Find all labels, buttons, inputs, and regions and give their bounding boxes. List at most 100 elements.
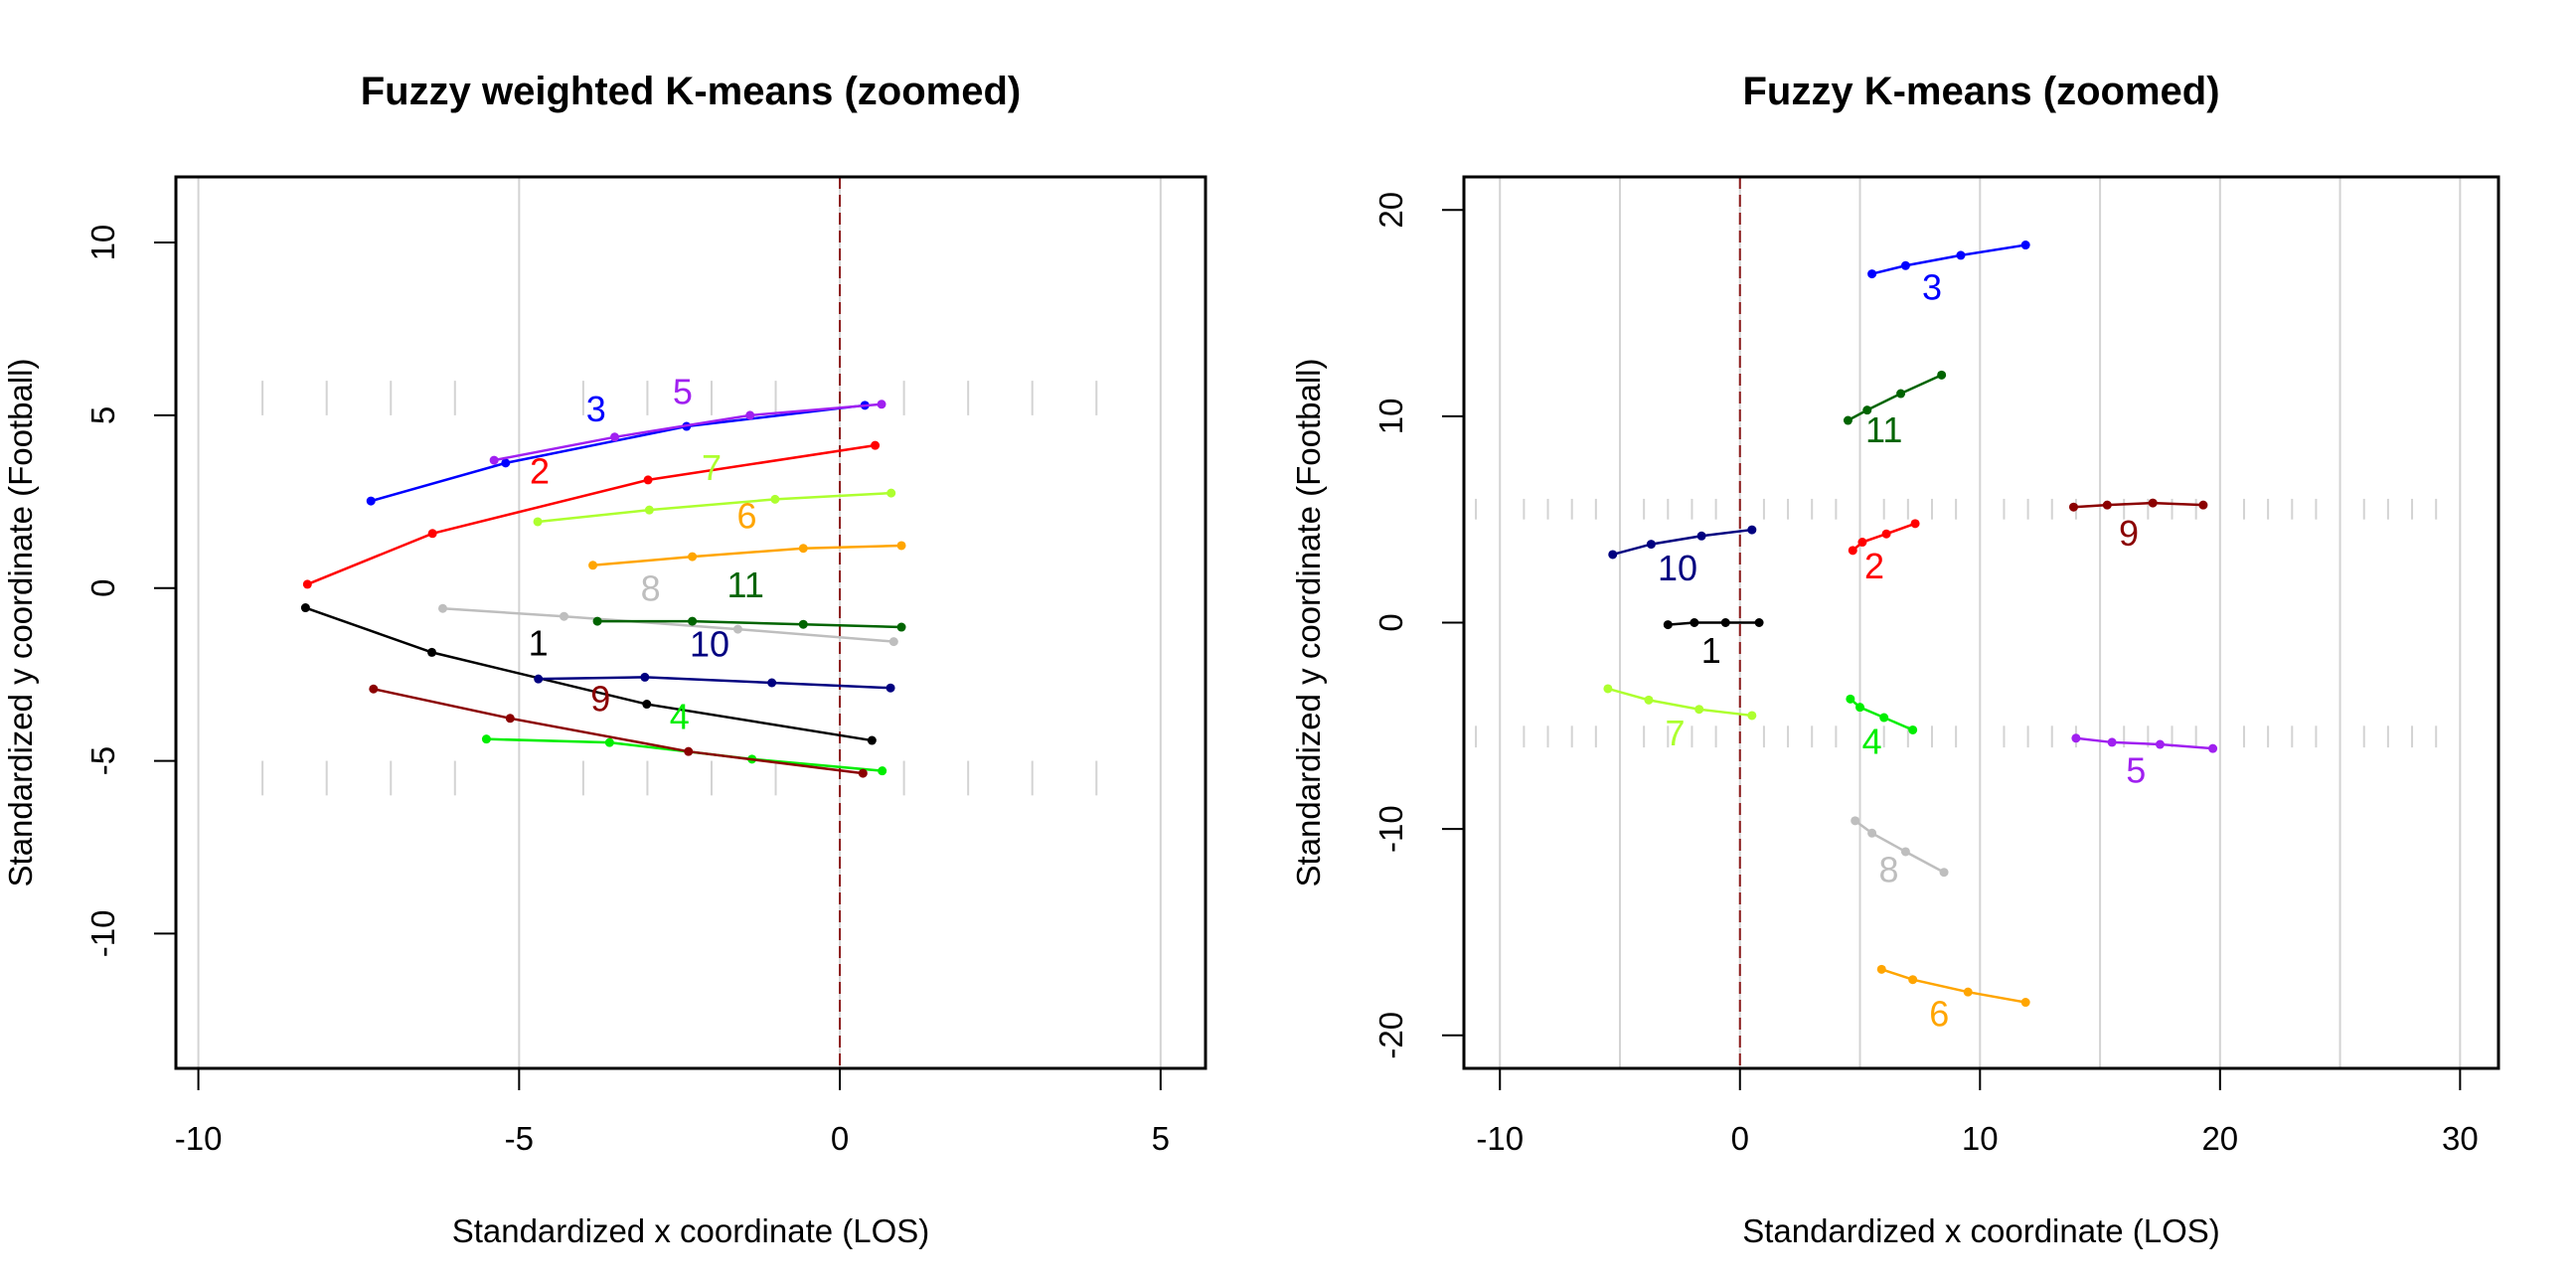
series-line bbox=[1850, 698, 1914, 731]
data-point bbox=[2148, 498, 2158, 508]
cluster-label: 7 bbox=[702, 447, 722, 488]
series-line bbox=[2075, 736, 2213, 750]
y-tick-label: 0 bbox=[84, 579, 121, 597]
data-point bbox=[560, 611, 569, 621]
data-point bbox=[592, 616, 602, 626]
data-point bbox=[1720, 618, 1730, 627]
data-point bbox=[1646, 540, 1656, 550]
chart-title: Fuzzy K-means (zoomed) bbox=[1742, 70, 2219, 113]
cluster-label: 1 bbox=[529, 622, 549, 663]
series-2: 2 bbox=[302, 440, 881, 589]
series-5: 5 bbox=[2071, 733, 2218, 791]
series-line bbox=[370, 403, 866, 503]
data-point bbox=[886, 488, 896, 498]
series-line bbox=[306, 443, 876, 586]
series-10: 10 bbox=[534, 623, 895, 693]
series-line bbox=[1847, 374, 1943, 422]
data-point bbox=[871, 440, 881, 450]
cluster-label: 8 bbox=[1878, 849, 1898, 889]
data-point bbox=[732, 624, 742, 634]
series-5: 5 bbox=[489, 372, 886, 465]
series-line bbox=[538, 676, 891, 690]
plot-frame bbox=[174, 175, 1208, 1070]
data-point bbox=[300, 603, 310, 613]
y-tick-label: -20 bbox=[1372, 1012, 1409, 1059]
series-11: 11 bbox=[1843, 370, 1947, 450]
data-point bbox=[2020, 241, 2030, 250]
data-point bbox=[1747, 525, 1757, 535]
data-point bbox=[878, 766, 887, 776]
data-point bbox=[1908, 724, 1918, 734]
chart-title: Fuzzy weighted K-means (zoomed) bbox=[361, 70, 1022, 113]
series-line bbox=[1871, 243, 2026, 275]
series-line bbox=[537, 491, 891, 524]
data-point bbox=[2198, 500, 2208, 510]
series-9: 9 bbox=[2068, 498, 2208, 554]
series-8: 8 bbox=[438, 568, 898, 647]
data-point bbox=[1644, 695, 1654, 705]
data-point bbox=[1908, 975, 1918, 985]
series-9: 9 bbox=[369, 678, 868, 778]
data-point bbox=[533, 517, 543, 527]
series-line bbox=[1612, 528, 1752, 557]
series-11: 11 bbox=[592, 564, 906, 632]
data-point bbox=[610, 432, 620, 442]
data-point bbox=[1857, 538, 1867, 548]
y-axis-label: Standardized y coordinate (Football) bbox=[1290, 359, 1327, 887]
x-tick-label: -10 bbox=[175, 1120, 223, 1157]
data-point bbox=[2068, 502, 2078, 512]
series-line bbox=[597, 619, 902, 629]
x-tick-label: 0 bbox=[1731, 1120, 1749, 1157]
data-point bbox=[1848, 546, 1857, 556]
x-axis-label: Standardized x coordinate (LOS) bbox=[452, 1212, 930, 1249]
data-point bbox=[1867, 269, 1877, 279]
data-point bbox=[438, 603, 448, 613]
data-point bbox=[1690, 618, 1699, 627]
data-point bbox=[505, 714, 515, 724]
x-tick-label: 0 bbox=[831, 1120, 849, 1157]
series-3: 3 bbox=[366, 389, 870, 506]
data-point bbox=[1881, 529, 1891, 539]
data-point bbox=[642, 700, 652, 710]
x-tick-label: 10 bbox=[1962, 1120, 1999, 1157]
data-point bbox=[886, 683, 895, 693]
data-point bbox=[302, 579, 312, 589]
data-point bbox=[1846, 694, 1855, 704]
cluster-label: 9 bbox=[2119, 513, 2139, 554]
data-point bbox=[427, 529, 437, 539]
series-4: 4 bbox=[481, 696, 887, 776]
data-point bbox=[643, 475, 653, 485]
data-point bbox=[2071, 733, 2081, 743]
series-3: 3 bbox=[1867, 241, 2030, 308]
series-line bbox=[442, 606, 894, 643]
x-tick-label: -5 bbox=[505, 1120, 534, 1157]
cluster-label: 3 bbox=[586, 389, 606, 429]
cluster-label: 1 bbox=[1701, 630, 1721, 671]
series-6: 6 bbox=[588, 496, 906, 570]
y-tick-label: 10 bbox=[1372, 399, 1409, 435]
data-point bbox=[1939, 868, 1949, 878]
x-tick-label: 20 bbox=[2201, 1120, 2238, 1157]
x-tick-label: 5 bbox=[1152, 1120, 1170, 1157]
data-point bbox=[798, 619, 808, 629]
data-point bbox=[1963, 987, 1973, 997]
cluster-label: 6 bbox=[736, 496, 756, 537]
data-point bbox=[1862, 405, 1872, 415]
data-point bbox=[1747, 711, 1757, 721]
data-point bbox=[1900, 847, 1910, 857]
data-point bbox=[2208, 743, 2218, 753]
series-line bbox=[373, 688, 864, 775]
data-point bbox=[588, 561, 598, 570]
series-4: 4 bbox=[1846, 694, 1918, 762]
cluster-label: 2 bbox=[530, 451, 550, 492]
data-point bbox=[534, 674, 544, 684]
y-tick-label: -5 bbox=[84, 746, 121, 775]
data-point bbox=[604, 737, 614, 747]
series-1: 1 bbox=[1663, 618, 1764, 671]
series-2: 2 bbox=[1848, 519, 1920, 586]
data-point bbox=[2107, 737, 2117, 747]
series-7: 7 bbox=[533, 447, 896, 527]
y-tick-label: -10 bbox=[1372, 805, 1409, 853]
data-point bbox=[877, 400, 886, 409]
